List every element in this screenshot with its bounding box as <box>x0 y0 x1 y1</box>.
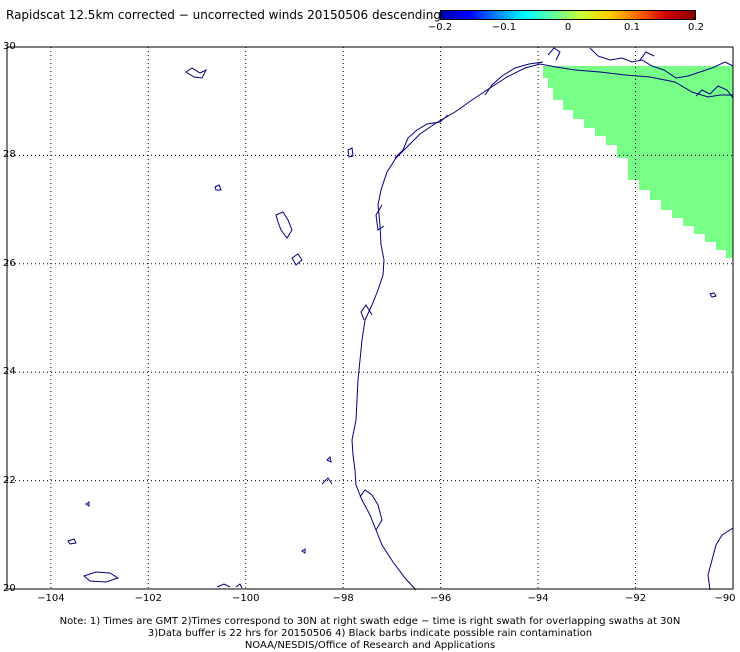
coast-fragment <box>326 455 332 463</box>
lat-tick-label: 30 <box>3 41 16 52</box>
coast-fragment <box>695 85 734 99</box>
lon-tick-label: −96 <box>430 593 452 604</box>
coast-fragment <box>359 489 383 531</box>
gulf-coastline <box>351 63 733 591</box>
coastline <box>67 47 734 591</box>
coast-fragment <box>639 51 655 61</box>
coast-fragment <box>85 501 90 507</box>
coast-fragment <box>709 292 717 298</box>
lon-tick-label: −104 <box>37 593 65 604</box>
coast-fragment <box>589 47 734 79</box>
footer-notes: Note: 1) Times are GMT 2)Times correspon… <box>0 616 740 652</box>
lon-tick-label: −94 <box>527 593 549 604</box>
lon-tick-label: −100 <box>232 593 260 604</box>
coast-fragment <box>235 583 243 589</box>
colorbar-tick-label: 0 <box>564 22 572 33</box>
lon-tick-label: −98 <box>332 593 354 604</box>
map-frame <box>6 46 734 590</box>
lat-tick-label: 26 <box>3 257 16 269</box>
colorbar-tick-label: 0.2 <box>688 22 704 33</box>
coast-fragment <box>547 47 561 61</box>
coast-fragment <box>707 527 734 591</box>
coast-fragment <box>216 583 231 588</box>
coast-fragment <box>321 477 333 485</box>
coast-fragment <box>301 548 306 554</box>
lat-tick-label: 22 <box>3 474 16 486</box>
note-line-2: 3)Data buffer is 22 hrs for 20150506 4) … <box>147 628 593 639</box>
note-line-1: Note: 1) Times are GMT 2)Times correspon… <box>59 616 681 627</box>
coast-fragment <box>291 253 303 266</box>
swath-polygon <box>543 66 733 258</box>
coast-fragment <box>67 538 77 545</box>
lon-tick-label: −90 <box>714 593 736 604</box>
coast-fragment <box>82 571 120 583</box>
coast-fragment <box>394 114 449 159</box>
coast-fragment <box>275 211 293 239</box>
colorbar-tick-label: −0.1 <box>491 22 517 33</box>
lat-tick-label: 24 <box>3 366 16 378</box>
lon-tick-label: −92 <box>624 593 647 604</box>
coast-fragment <box>360 304 373 321</box>
chart-title: Rapidscat 12.5km corrected − uncorrected… <box>6 8 441 22</box>
lat-tick-label: 20 <box>3 583 16 594</box>
lat-lon-grid <box>7 47 733 589</box>
wind-swath <box>543 66 733 258</box>
coast-fragment <box>484 61 544 96</box>
colorbar-tick-label: 0.1 <box>624 22 640 33</box>
coast-fragment <box>214 184 222 191</box>
coast-fragment <box>185 67 208 79</box>
lat-tick-label: 28 <box>3 149 16 161</box>
coast-fragment <box>347 147 354 158</box>
note-line-3: NOAA/NESDIS/Office of Research and Appli… <box>244 640 496 651</box>
colorbar <box>440 10 696 20</box>
colorbar-tick-label: −0.2 <box>427 22 453 33</box>
lon-tick-label: −102 <box>134 593 163 604</box>
coast-fragment <box>375 204 385 231</box>
